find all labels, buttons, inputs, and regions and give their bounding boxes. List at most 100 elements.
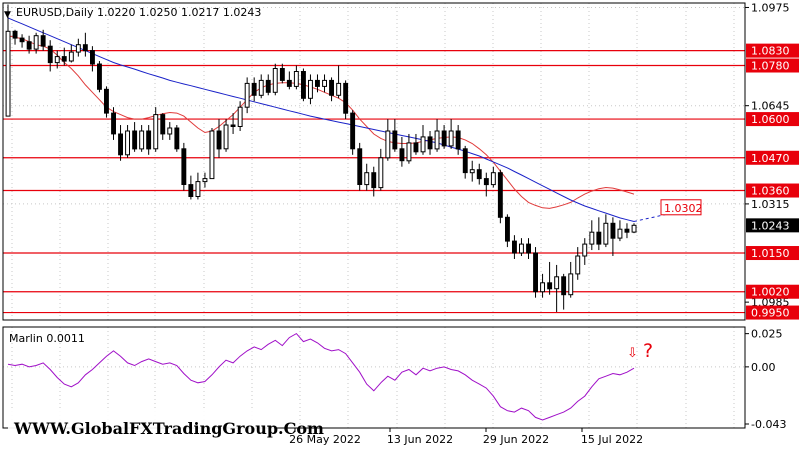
candle-bear bbox=[561, 276, 567, 296]
candle-bear bbox=[174, 127, 180, 150]
candle-bull bbox=[617, 228, 623, 239]
price-badges: 1.0830 1.0780 1.0600 1.0470 1.0360 1.0150 1.00… bbox=[660, 43, 799, 320]
level-badge bbox=[746, 58, 799, 73]
candle-bull bbox=[54, 56, 60, 64]
candle-bear bbox=[350, 112, 356, 150]
candle-bull bbox=[258, 79, 264, 96]
watermark-box bbox=[8, 411, 276, 443]
candle-bear bbox=[90, 50, 95, 65]
candle-bear bbox=[413, 142, 419, 153]
candle-bear bbox=[399, 148, 405, 162]
ma-fast-line bbox=[7, 35, 635, 209]
level-badge bbox=[746, 305, 799, 320]
candle-bull bbox=[385, 130, 391, 159]
candle-bear bbox=[505, 216, 510, 242]
candle-bear bbox=[26, 41, 32, 50]
candle-bear bbox=[315, 79, 320, 87]
level-badge bbox=[746, 183, 799, 198]
candle-bull bbox=[209, 130, 215, 180]
candle-bear bbox=[104, 88, 109, 114]
current-price-label: 1.0243 bbox=[751, 219, 790, 232]
candle-bear bbox=[483, 178, 489, 186]
candle-bull bbox=[469, 169, 475, 174]
candle-bull bbox=[237, 106, 243, 127]
level-badge bbox=[746, 150, 799, 165]
candle-bear bbox=[526, 243, 531, 254]
price-tick-label: 1.0645 bbox=[751, 100, 790, 113]
candle-bear bbox=[497, 172, 503, 218]
ma-slow-line bbox=[7, 17, 635, 222]
ma-projection-line bbox=[633, 210, 681, 222]
candle-bull bbox=[308, 79, 313, 99]
moving-averages bbox=[7, 17, 681, 222]
candle-bull bbox=[68, 51, 74, 62]
candle-bear bbox=[40, 35, 46, 47]
candle-bear bbox=[181, 148, 187, 186]
indicator-label: Marlin 0.0011 bbox=[9, 332, 85, 345]
price-tick-label: 1.0315 bbox=[751, 198, 790, 211]
candle-bull bbox=[406, 142, 412, 162]
candle-bear bbox=[12, 30, 18, 39]
ma-target-box bbox=[660, 199, 702, 216]
arrow-down-icon: ⇩ bbox=[627, 346, 638, 361]
candle-bear bbox=[82, 44, 88, 52]
candle-bull bbox=[223, 124, 229, 150]
candle-bull bbox=[378, 157, 384, 189]
candle-bull bbox=[75, 44, 81, 53]
watermark: WWW.GlobalFXTradingGroup.Com bbox=[8, 411, 324, 443]
candle-bull bbox=[125, 130, 130, 156]
candle-bull bbox=[244, 82, 250, 108]
candle-bear bbox=[547, 282, 553, 290]
candle-bull bbox=[167, 127, 173, 135]
candle-bull bbox=[33, 35, 39, 50]
level-badge bbox=[746, 112, 799, 127]
candle-bear bbox=[329, 79, 335, 96]
main-price-grid bbox=[3, 3, 745, 320]
marlin-indicator bbox=[7, 332, 635, 421]
candle-bear bbox=[265, 79, 271, 93]
level-badge-label: 1.0470 bbox=[751, 152, 790, 165]
candle-bull bbox=[420, 136, 426, 153]
symbol-info: EURUSD,Daily 1.0220 1.0250 1.0217 1.0243 bbox=[16, 6, 261, 19]
candle-bull bbox=[631, 224, 637, 233]
candle-bear bbox=[533, 252, 538, 293]
marlin-line bbox=[7, 332, 635, 421]
level-badge-label: 1.0830 bbox=[751, 45, 790, 58]
level-badge bbox=[746, 284, 799, 299]
candle-bear bbox=[357, 148, 363, 186]
level-badge-label: 1.0600 bbox=[751, 113, 790, 126]
candle-bull bbox=[540, 282, 545, 293]
time-tick-label: 15 Jul 2022 bbox=[581, 433, 643, 446]
candle-bull bbox=[5, 30, 11, 117]
candle-bear bbox=[19, 37, 25, 43]
candle-bull bbox=[554, 276, 560, 290]
triangle-down-icon[interactable]: ▼ bbox=[4, 10, 11, 20]
time-tick-label: 26 May 2022 bbox=[289, 433, 361, 446]
candle-bear bbox=[462, 148, 468, 174]
candle-bear bbox=[441, 130, 447, 147]
candle-bear bbox=[146, 130, 152, 150]
candle-bull bbox=[202, 178, 208, 183]
candle-bull bbox=[519, 243, 524, 254]
current-price-badge bbox=[746, 218, 799, 233]
candle-bear bbox=[286, 79, 292, 87]
indicator-panel-frame bbox=[2, 326, 746, 429]
candle-bear bbox=[512, 240, 517, 254]
marlin-tick-label: 0.025 bbox=[751, 328, 783, 341]
candle-bear bbox=[455, 130, 461, 150]
candle-bull bbox=[568, 273, 574, 296]
candle-bull bbox=[195, 181, 201, 198]
level-badge-label: 1.0150 bbox=[751, 247, 790, 260]
watermark-text: WWW.GlobalFXTradingGroup.Com bbox=[13, 419, 324, 438]
candle-bear bbox=[624, 228, 630, 233]
candle-bull bbox=[434, 130, 440, 150]
marlin-tick-label: -0.043 bbox=[751, 418, 786, 431]
candle-bull bbox=[322, 79, 328, 87]
candle-bear bbox=[160, 114, 166, 135]
candle-bull bbox=[139, 130, 145, 150]
candle-bear bbox=[301, 71, 306, 99]
candle-bear bbox=[111, 112, 116, 135]
candle-bear bbox=[476, 169, 482, 180]
